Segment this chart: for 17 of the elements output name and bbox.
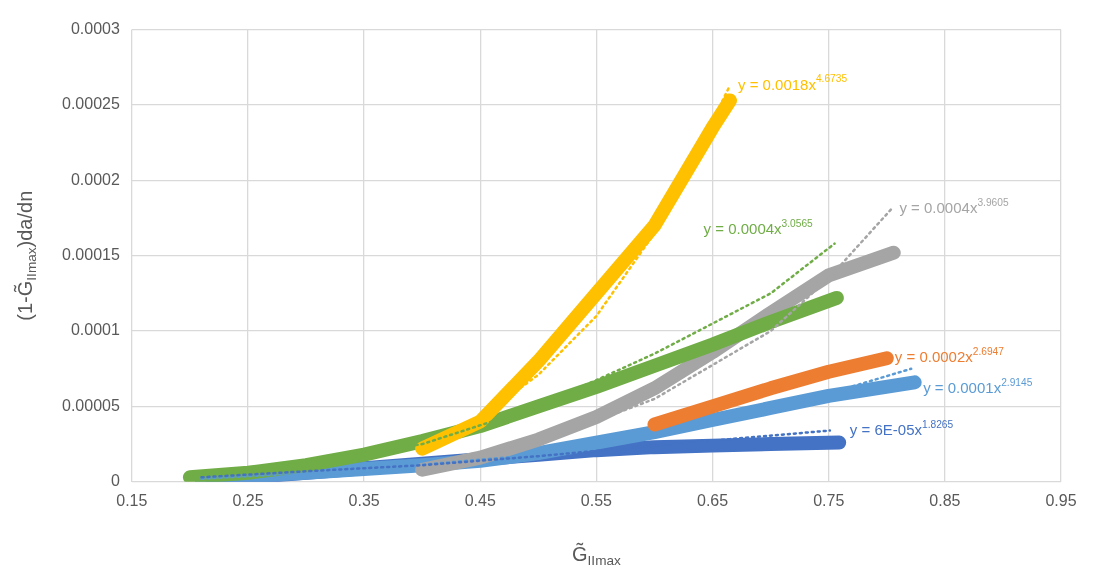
x-tick-label: 0.95 (1045, 491, 1077, 509)
x-tick-label: 0.75 (813, 491, 845, 509)
x-tick-label: 0.25 (232, 491, 264, 509)
y-tick-label: 0.00025 (61, 95, 120, 113)
x-tick-label: 0.35 (348, 491, 380, 509)
x-tick-label: 0.85 (929, 491, 961, 509)
y-tick-label: 0.00015 (61, 246, 120, 264)
x-tick-label: 0.45 (464, 491, 496, 509)
y-tick-label: 0.0002 (70, 170, 120, 188)
x-tick-label: 0.55 (580, 491, 613, 509)
y-tick-label: 0.00005 (61, 396, 120, 414)
y-axis-title: (1-G̃IImax)da/dn (13, 190, 39, 321)
y-tick-label: 0.0001 (70, 321, 120, 339)
x-tick-label: 0.15 (116, 491, 148, 509)
y-tick-label: 0 (110, 472, 120, 490)
y-tick-label: 0.0003 (70, 20, 120, 38)
x-tick-label: 0.65 (696, 491, 729, 509)
